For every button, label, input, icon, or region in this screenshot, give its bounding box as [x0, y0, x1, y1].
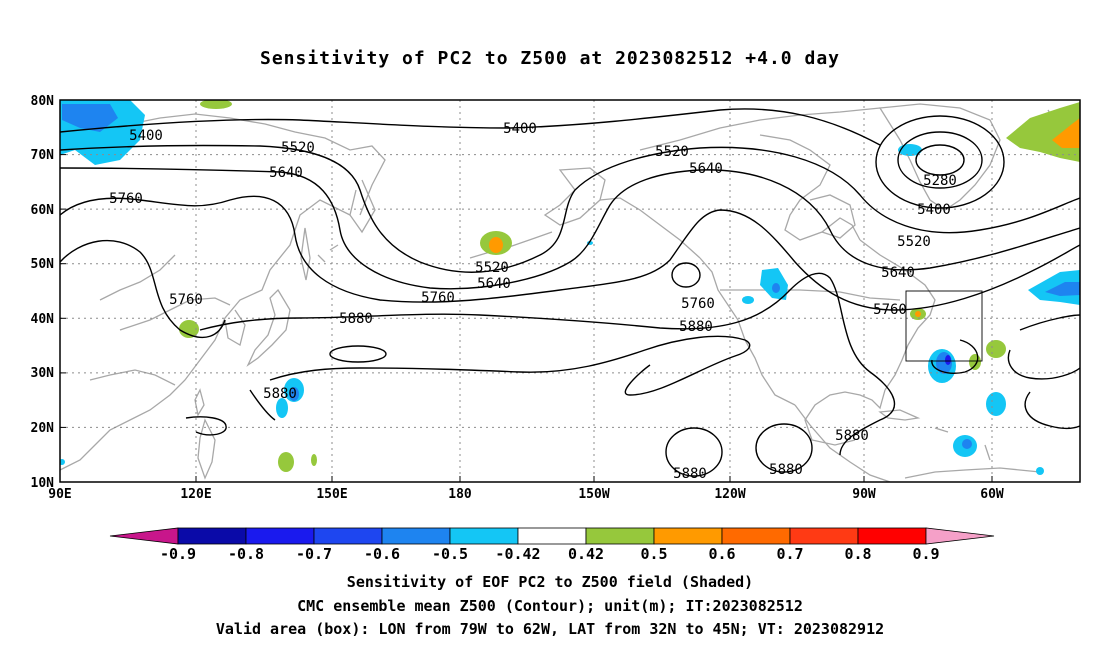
colorbar-arrow-left	[109, 527, 179, 545]
colorbar-arrow-right	[925, 527, 995, 545]
colorbar-swatch	[789, 527, 859, 545]
colorbar-swatch	[653, 527, 723, 545]
colorbar-label: 0.6	[708, 545, 735, 563]
contour-label: 5640	[269, 165, 303, 181]
contour-label: 5760	[681, 296, 715, 312]
contour-label: 5880	[769, 462, 803, 478]
colorbar-swatch	[381, 527, 451, 545]
contour-label: 5280	[923, 173, 957, 189]
lon-label: 90W	[852, 487, 876, 502]
colorbar-swatch	[245, 527, 315, 545]
colorbar-swatch	[449, 527, 519, 545]
colorbar-swatch	[721, 527, 791, 545]
caption-shading: Sensitivity of EOF PC2 to Z500 field (Sh…	[346, 573, 754, 591]
contour-label-layer: 5400 5520 5640 5760 5400 5520 5640 5280 …	[109, 121, 957, 482]
lat-label: 80N	[31, 94, 55, 109]
lon-label: 90E	[48, 487, 71, 502]
colorbar-swatch	[313, 527, 383, 545]
lat-label: 40N	[31, 312, 55, 327]
lon-label: 150E	[316, 487, 347, 502]
contour-label: 5640	[881, 265, 915, 281]
colorbar: -0.9 -0.8 -0.7 -0.6 -0.5 -0.42 0.42 0.5 0.6 0.7 0.…	[109, 527, 995, 563]
contour-label: 5760	[873, 302, 907, 318]
z500-contours	[60, 108, 1080, 477]
contour-label: 5760	[109, 191, 143, 207]
contour-label: 5880	[679, 319, 713, 335]
colorbar-label: -0.42	[495, 545, 540, 563]
contour-label: 5760	[169, 292, 203, 308]
latitude-axis: 80N 70N 60N 50N 40N 30N 20N 10N	[31, 94, 55, 491]
colorbar-label: -0.5	[432, 545, 468, 563]
colorbar-swatch	[857, 527, 927, 545]
coastlines	[60, 103, 1080, 482]
colorbar-swatch	[177, 527, 247, 545]
lon-label: 180	[448, 487, 472, 502]
contour-label: 5520	[281, 140, 315, 156]
colorbar-label: 0.9	[912, 545, 939, 563]
caption-valid-area: Valid area (box): LON from 79W to 62W, L…	[215, 620, 885, 638]
contour-label: 5880	[673, 466, 707, 482]
contour-label: 5520	[655, 144, 689, 160]
lon-label: 150W	[578, 487, 609, 502]
colorbar-label: 0.42	[568, 545, 604, 563]
colorbar-label: 0.5	[640, 545, 667, 563]
colorbar-label: -0.8	[228, 545, 264, 563]
colorbar-swatch	[585, 527, 655, 545]
lat-label: 20N	[31, 421, 55, 436]
contour-label: 5400	[129, 128, 163, 144]
map-frame	[59, 99, 1081, 483]
lon-label: 60W	[980, 487, 1004, 502]
colorbar-label: -0.6	[364, 545, 400, 563]
colorbar-label: 0.8	[844, 545, 871, 563]
contour-label: 5880	[263, 386, 297, 402]
lat-label: 10N	[31, 476, 55, 491]
axis-ticks	[60, 99, 993, 483]
lat-label: 30N	[31, 366, 55, 381]
contour-label: 5640	[477, 276, 511, 292]
contour-label: 5520	[475, 260, 509, 276]
sensitivity-shading	[60, 100, 1080, 475]
valid-area-box	[905, 290, 983, 362]
lon-label: 120E	[180, 487, 211, 502]
contour-label: 5520	[897, 234, 931, 250]
longitude-axis: 90E 120E 150E 180 150W 120W 90W 60W	[48, 487, 1004, 502]
contour-label: 5880	[835, 428, 869, 444]
map-title: Sensitivity of PC2 to Z500 at 2023082512…	[259, 48, 840, 69]
contour-label: 5400	[917, 202, 951, 218]
colorbar-label: 0.7	[776, 545, 803, 563]
lat-label: 70N	[31, 148, 55, 163]
lat-lon-grid	[60, 100, 1080, 482]
lon-label: 120W	[714, 487, 745, 502]
colorbar-swatch	[517, 527, 587, 545]
contour-label: 5400	[503, 121, 537, 137]
colorbar-label: -0.9	[160, 545, 196, 563]
contour-label: 5760	[421, 290, 455, 306]
contour-label: 5640	[689, 161, 723, 177]
caption-contour: CMC ensemble mean Z500 (Contour); unit(m…	[297, 597, 803, 615]
lat-label: 50N	[31, 257, 55, 272]
colorbar-label: -0.7	[296, 545, 332, 563]
lat-label: 60N	[31, 203, 55, 218]
contour-label: 5880	[339, 311, 373, 327]
